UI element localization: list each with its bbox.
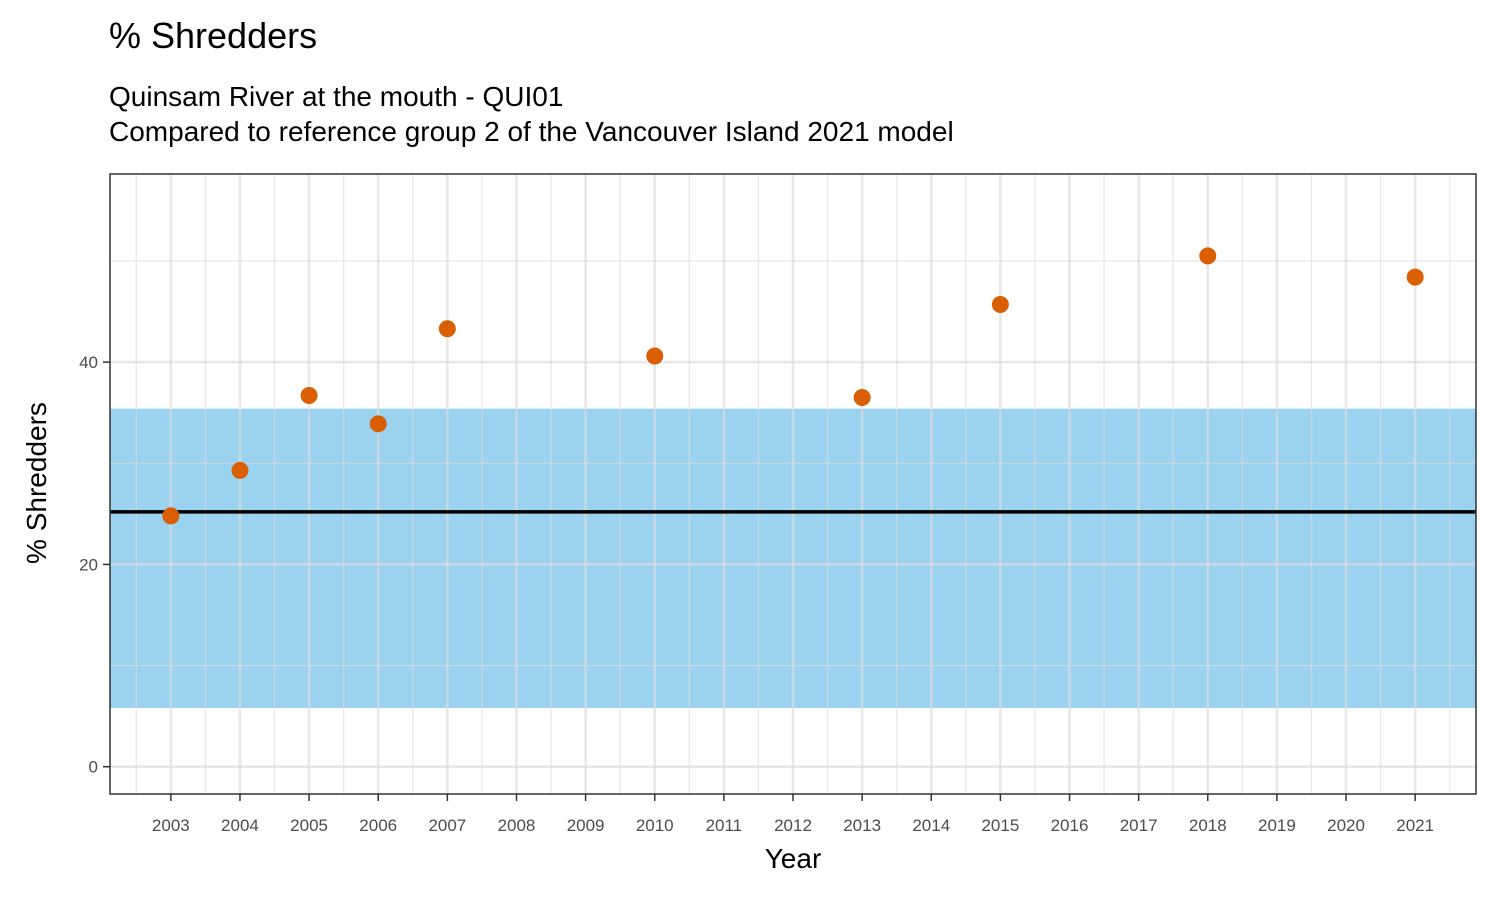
chart-title: % Shredders (109, 15, 318, 56)
x-tick-label: 2009 (567, 816, 605, 835)
x-axis-title: Year (765, 843, 822, 874)
y-tick-label: 0 (89, 758, 98, 777)
x-tick-label: 2006 (359, 816, 397, 835)
data-point (162, 507, 180, 525)
data-point (991, 295, 1009, 313)
x-tick-label: 2014 (912, 816, 950, 835)
chart-subtitle-model: Compared to reference group 2 of the Van… (109, 116, 954, 147)
y-tick-label: 40 (79, 353, 98, 372)
data-point (1406, 268, 1424, 286)
x-tick-label: 2018 (1189, 816, 1227, 835)
data-point (646, 347, 664, 365)
x-tick-label: 2016 (1051, 816, 1089, 835)
data-point (853, 389, 871, 407)
x-tick-label: 2017 (1120, 816, 1158, 835)
x-tick-label: 2004 (221, 816, 259, 835)
x-tick-label: 2010 (636, 816, 674, 835)
x-tick-label: 2013 (843, 816, 881, 835)
data-point (300, 387, 318, 405)
data-point (1199, 247, 1217, 265)
x-tick-label: 2005 (290, 816, 328, 835)
x-tick-label: 2012 (774, 816, 812, 835)
x-tick-label: 2015 (981, 816, 1019, 835)
y-tick-label: 20 (79, 555, 98, 574)
data-point (369, 415, 387, 433)
x-tick-label: 2008 (498, 816, 536, 835)
y-axis-title: % Shredders (21, 402, 52, 564)
x-tick-label: 2019 (1258, 816, 1296, 835)
x-tick-label: 2007 (428, 816, 466, 835)
data-point (438, 320, 456, 338)
x-tick-label: 2011 (706, 816, 743, 835)
data-point (231, 461, 249, 479)
x-tick-label: 2020 (1327, 816, 1365, 835)
x-tick-label: 2003 (152, 816, 190, 835)
chart-subtitle-site: Quinsam River at the mouth - QUI01 (109, 81, 564, 112)
x-tick-label: 2021 (1396, 816, 1434, 835)
